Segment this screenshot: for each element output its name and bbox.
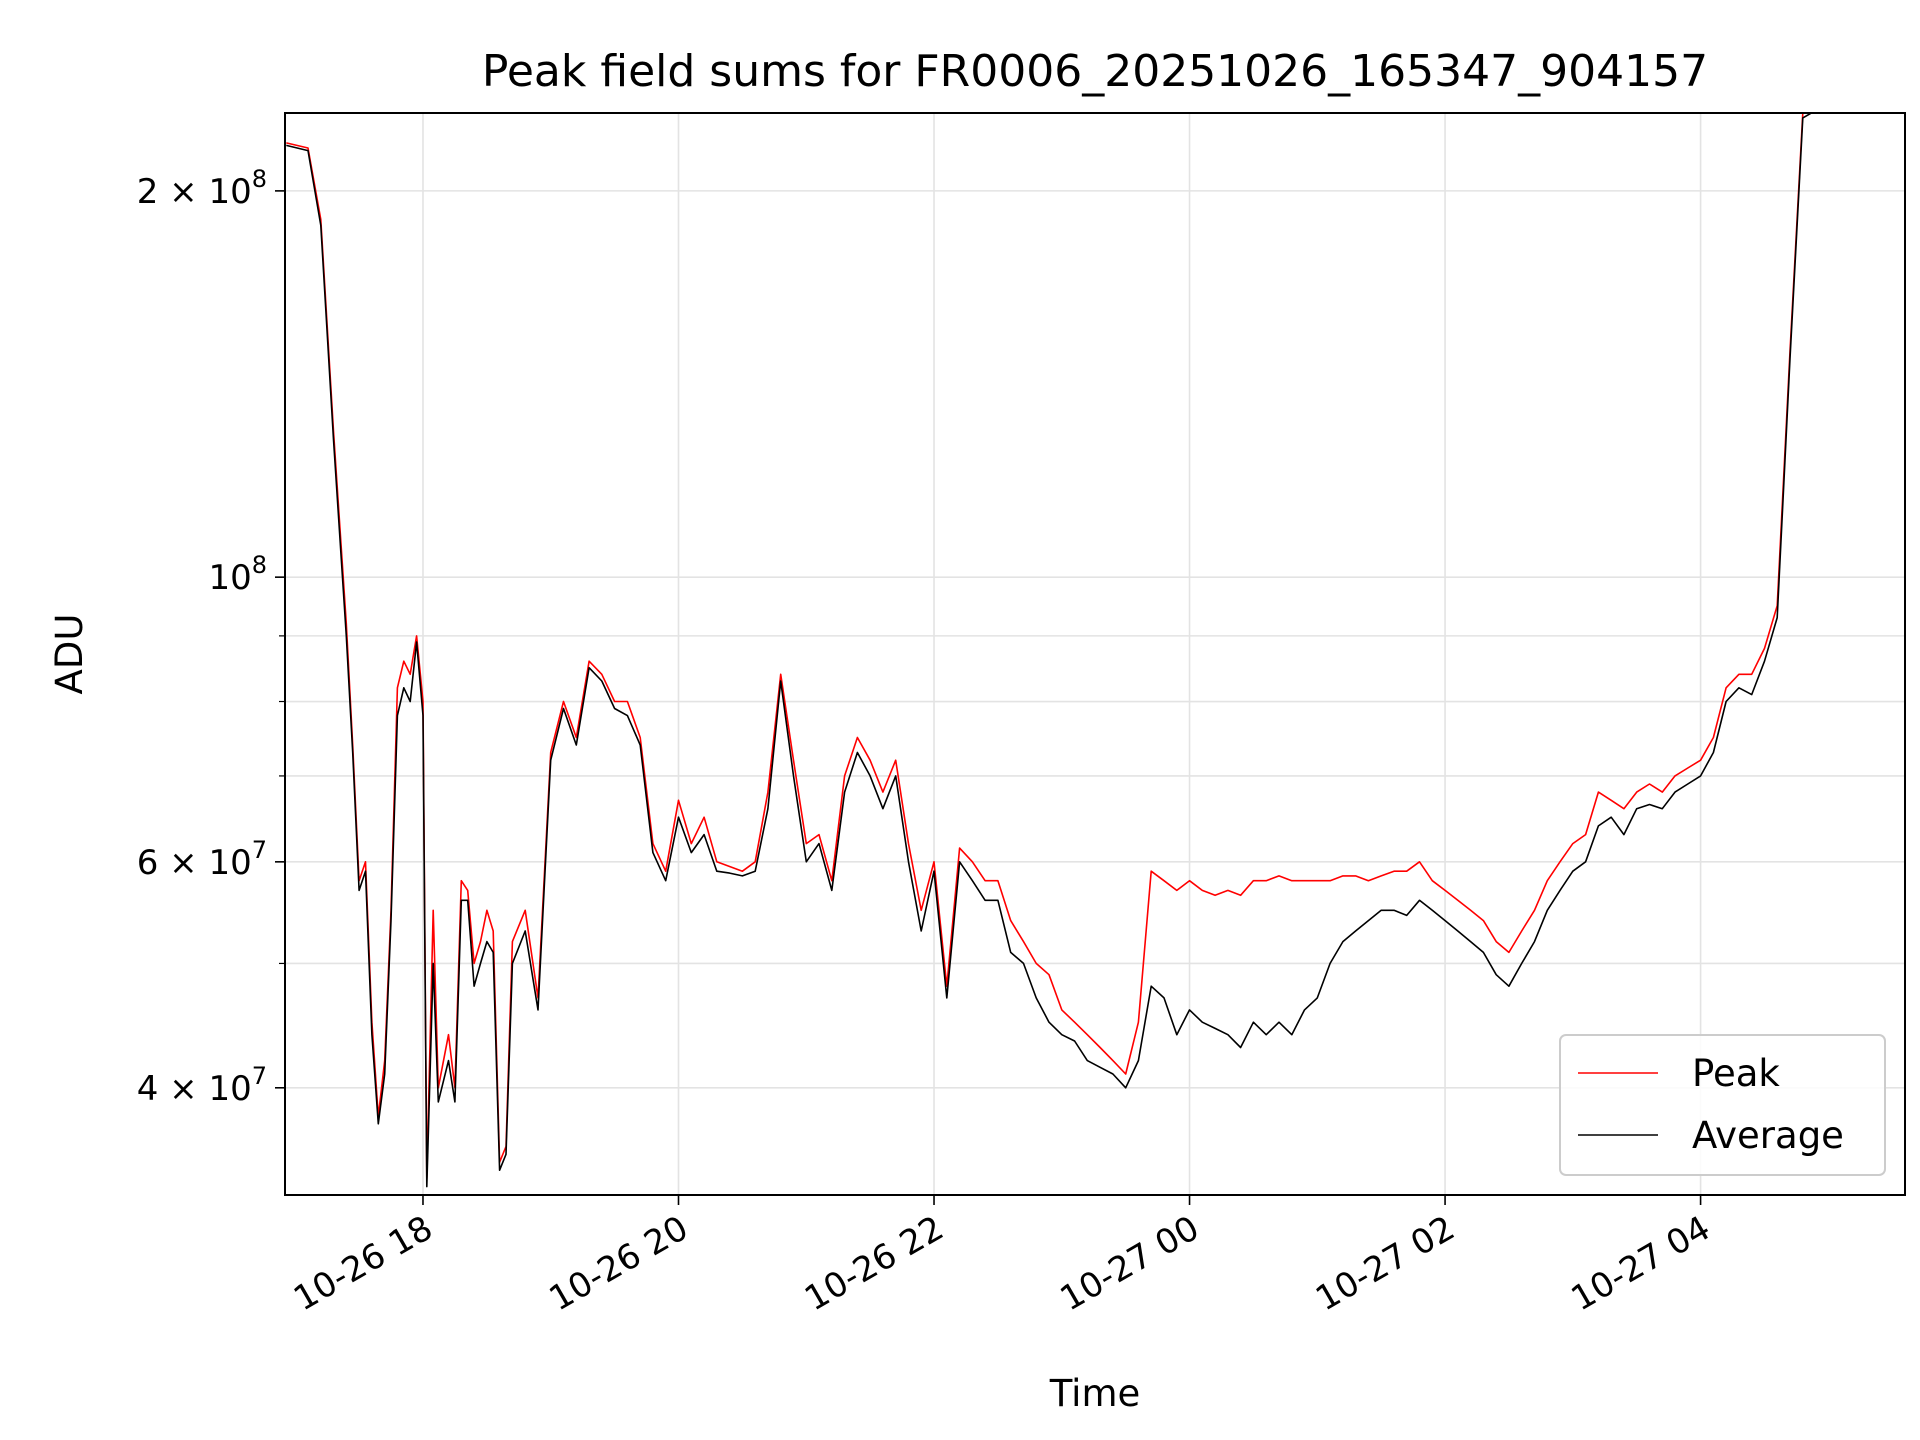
legend: Peak Average <box>1559 1034 1886 1176</box>
legend-average-label: Average <box>1692 1114 1844 1157</box>
y-tick-label: 108 <box>208 551 267 598</box>
y-tick-mantissa: 10 <box>208 558 251 598</box>
y-tick-exponent: 7 <box>252 836 267 864</box>
series-line-peak <box>286 113 1806 1180</box>
y-tick-label: 6 × 107 <box>137 836 267 883</box>
y-axis-label: ADU <box>48 614 91 695</box>
legend-box <box>1559 1034 1886 1176</box>
series-lines <box>286 113 1814 1188</box>
chart-title: Peak field sums for FR0006_20251026_1653… <box>482 46 1708 97</box>
plot-frame <box>284 112 1906 1196</box>
y-tick-mantissa: 6 × 10 <box>137 843 252 883</box>
y-tick-label: 4 × 107 <box>137 1062 267 1109</box>
y-tick-exponent: 7 <box>252 1062 267 1090</box>
y-tick-exponent: 8 <box>252 551 267 579</box>
legend-peak-label: Peak <box>1692 1052 1780 1095</box>
grid <box>285 113 1905 1195</box>
x-axis-label: Time <box>1049 1372 1141 1415</box>
y-tick-mantissa: 2 × 10 <box>137 172 252 212</box>
series-line-average <box>286 113 1814 1188</box>
y-tick-mantissa: 4 × 10 <box>137 1069 252 1109</box>
y-tick-label: 2 × 108 <box>137 165 267 212</box>
y-tick-exponent: 8 <box>252 165 267 193</box>
